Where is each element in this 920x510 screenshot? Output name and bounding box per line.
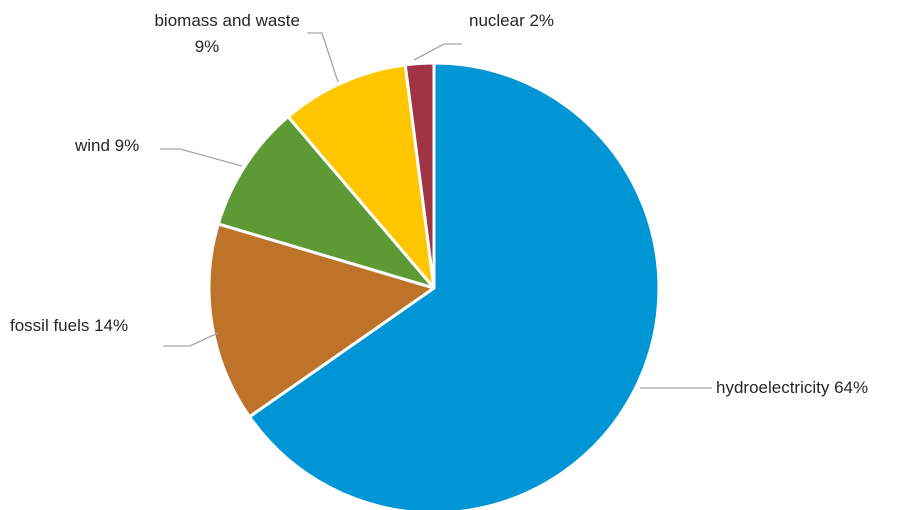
label-biomass-line2: 9% — [195, 37, 220, 56]
pie-slice-hydroelectricity — [247, 61, 661, 510]
label-biomass-line1: biomass and waste — [154, 11, 300, 30]
label-nuclear: nuclear 2% — [469, 11, 554, 30]
pie-slice-wind — [216, 115, 436, 290]
label-wind: wind 9% — [74, 136, 139, 155]
pie-slice-nuclear — [403, 61, 436, 290]
label-hydroelectricity: hydroelectricity 64% — [716, 378, 868, 397]
leader-line-fossil-fuels — [163, 332, 219, 347]
leader-lines — [160, 32, 712, 389]
pie-slice-biomass-and-waste — [286, 63, 436, 290]
leader-line-wind — [160, 148, 243, 167]
slice-labels: hydroelectricity 64% fossil fuels 14% wi… — [10, 11, 868, 397]
leader-line-nuclear — [413, 43, 462, 61]
leader-line-biomass — [307, 32, 339, 83]
label-fossil-fuels: fossil fuels 14% — [10, 316, 128, 335]
pie-slices — [207, 61, 661, 510]
